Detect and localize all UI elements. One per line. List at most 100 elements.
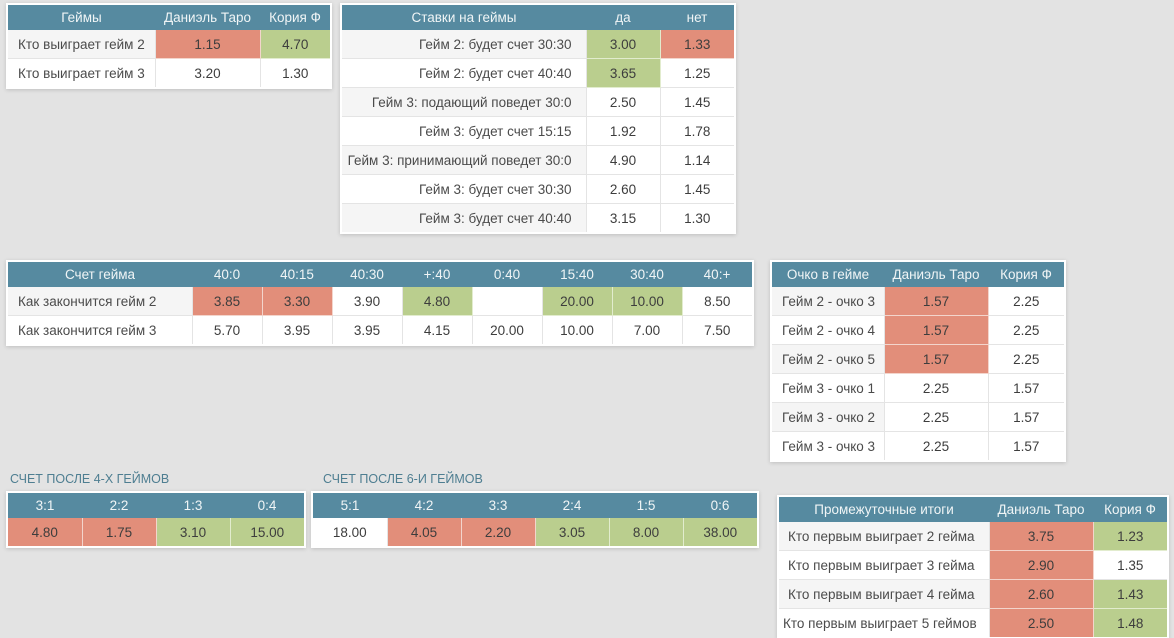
odds-cell[interactable]: 2.60 bbox=[989, 579, 1094, 609]
odds-cell[interactable]: 1.92 bbox=[586, 116, 661, 146]
odds-cell[interactable]: 2.25 bbox=[884, 402, 989, 432]
odds-cell[interactable]: 3.85 bbox=[192, 287, 263, 316]
market-label-cell: Гейм 2 - очко 3 bbox=[772, 287, 885, 316]
odds-cell[interactable]: 3.20 bbox=[155, 58, 261, 87]
odds-cell[interactable]: 1.45 bbox=[660, 174, 734, 204]
table-row: Как закончится гейм 3 5.70 3.95 3.95 4.15 20.… bbox=[8, 315, 752, 344]
table-row: Гейм 3 - очко 2 2.25 1.57 bbox=[772, 402, 1064, 432]
odds-cell[interactable]: 1.57 bbox=[988, 373, 1064, 403]
market-label-cell: Гейм 2: будет счет 40:40 bbox=[342, 58, 587, 88]
market-label-cell: Гейм 2 - очко 4 bbox=[772, 315, 885, 345]
odds-cell[interactable]: 18.00 bbox=[313, 518, 388, 546]
odds-cell[interactable]: 2.60 bbox=[586, 174, 661, 204]
odds-cell[interactable]: 1.30 bbox=[260, 58, 330, 87]
table-row: Гейм 3 - очко 3 2.25 1.57 bbox=[772, 431, 1064, 460]
market-label-cell: Гейм 3 - очко 1 bbox=[772, 373, 885, 403]
odds-cell[interactable]: 8.50 bbox=[682, 287, 752, 316]
odds-cell[interactable]: 2.20 bbox=[461, 518, 536, 546]
odds-cell[interactable]: 1.35 bbox=[1093, 550, 1167, 580]
odds-cell[interactable]: 7.00 bbox=[612, 315, 683, 344]
market-label-cell: Как закончится гейм 3 bbox=[8, 315, 193, 344]
odds-cell[interactable]: 4.80 bbox=[8, 518, 83, 546]
odds-cell[interactable]: 1.25 bbox=[660, 58, 734, 88]
header-row: 3:1 2:2 1:3 0:4 bbox=[8, 493, 304, 518]
odds-cell[interactable]: 15.00 bbox=[230, 518, 304, 546]
table-row: Гейм 3 - очко 1 2.25 1.57 bbox=[772, 373, 1064, 403]
odds-cell[interactable]: 4.05 bbox=[387, 518, 462, 546]
score-after-4-games-table: 3:1 2:2 1:3 0:4 4.80 1.75 3.10 15.00 bbox=[8, 493, 304, 546]
game-bets-table: Ставки на геймы да нет Гейм 2: будет счет 3… bbox=[342, 5, 734, 232]
odds-cell[interactable]: 1.23 bbox=[1093, 522, 1167, 551]
table-row: 4.80 1.75 3.10 15.00 bbox=[8, 518, 304, 546]
odds-cell[interactable]: 1.14 bbox=[660, 145, 734, 175]
odds-cell[interactable]: 3.65 bbox=[586, 58, 661, 88]
odds-cell[interactable]: 1.75 bbox=[82, 518, 157, 546]
odds-cell[interactable]: 3.00 bbox=[586, 30, 661, 59]
odds-cell[interactable]: 3.05 bbox=[535, 518, 610, 546]
odds-cell[interactable]: 2.25 bbox=[988, 287, 1064, 316]
odds-cell[interactable]: 10.00 bbox=[612, 287, 683, 316]
odds-cell[interactable]: 1.33 bbox=[660, 30, 734, 59]
table-row: Гейм 2: будет счет 40:40 3.65 1.25 bbox=[342, 58, 734, 88]
odds-cell[interactable]: 1.43 bbox=[1093, 579, 1167, 609]
market-label-cell: Кто первым выиграет 2 гейма bbox=[779, 522, 990, 551]
score-after-6-games-table: 5:1 4:2 3:3 2:4 1:5 0:6 18.00 4.05 2.20 3.05 8.00 3… bbox=[313, 493, 757, 546]
column-header: Кория Ф bbox=[1093, 497, 1167, 522]
column-header: 0:4 bbox=[230, 493, 304, 518]
odds-cell[interactable]: 4.15 bbox=[402, 315, 473, 344]
odds-cell[interactable]: 2.25 bbox=[884, 431, 989, 460]
column-header: 15:40 bbox=[542, 262, 612, 287]
table-row: Гейм 2: будет счет 30:30 3.00 1.33 bbox=[342, 30, 734, 59]
table-row: Гейм 3: будет счет 15:15 1.92 1.78 bbox=[342, 116, 734, 146]
odds-cell[interactable]: 20.00 bbox=[542, 287, 613, 316]
odds-cell[interactable]: 3.75 bbox=[989, 522, 1094, 551]
interim-results-table: Промежуточные итоги Даниэль Таро Кория Ф Кт… bbox=[779, 497, 1167, 637]
odds-cell[interactable]: 3.95 bbox=[332, 315, 403, 344]
point-in-game-table: Очко в гейме Даниэль Таро Кория Ф Гейм 2 - … bbox=[772, 262, 1064, 460]
odds-cell[interactable]: 2.25 bbox=[988, 344, 1064, 374]
table-row: Кто первым выиграет 4 гейма 2.60 1.43 bbox=[779, 579, 1167, 609]
odds-cell[interactable]: 3.30 bbox=[262, 287, 333, 316]
odds-cell[interactable]: 2.25 bbox=[988, 315, 1064, 345]
header-row: Очко в гейме Даниэль Таро Кория Ф bbox=[772, 262, 1064, 287]
odds-cell[interactable]: 2.50 bbox=[586, 87, 661, 117]
odds-cell[interactable]: 1.57 bbox=[988, 402, 1064, 432]
odds-cell[interactable]: 1.30 bbox=[660, 203, 734, 232]
market-label-cell: Кто выиграет гейм 2 bbox=[8, 30, 156, 59]
header-row: Геймы Даниэль Таро Кория Ф bbox=[8, 5, 330, 30]
column-header: Даниэль Таро bbox=[884, 262, 988, 287]
odds-cell[interactable]: 38.00 bbox=[683, 518, 757, 546]
market-label-cell: Гейм 3 - очко 3 bbox=[772, 431, 885, 460]
odds-cell[interactable]: 1.48 bbox=[1093, 608, 1167, 637]
odds-cell[interactable]: 1.57 bbox=[884, 344, 989, 374]
odds-cell[interactable]: 4.90 bbox=[586, 145, 661, 175]
odds-cell[interactable]: 1.57 bbox=[884, 287, 989, 316]
odds-cell[interactable]: 20.00 bbox=[472, 315, 543, 344]
odds-cell[interactable]: 5.70 bbox=[192, 315, 263, 344]
odds-cell[interactable]: 3.10 bbox=[156, 518, 231, 546]
table-title-cell: Промежуточные итоги bbox=[779, 497, 989, 522]
odds-cell[interactable]: 3.95 bbox=[262, 315, 333, 344]
odds-cell[interactable]: 2.50 bbox=[989, 608, 1094, 637]
odds-cell[interactable]: 7.50 bbox=[682, 315, 752, 344]
odds-cell[interactable]: 3.90 bbox=[332, 287, 403, 316]
odds-cell[interactable]: 2.25 bbox=[884, 373, 989, 403]
odds-cell[interactable]: 10.00 bbox=[542, 315, 613, 344]
odds-cell[interactable]: 1.57 bbox=[988, 431, 1064, 460]
odds-cell[interactable]: 8.00 bbox=[609, 518, 684, 546]
odds-cell[interactable]: 1.15 bbox=[155, 30, 261, 59]
odds-cell[interactable]: 4.80 bbox=[402, 287, 473, 316]
table-row: Гейм 3: будет счет 40:40 3.15 1.30 bbox=[342, 203, 734, 232]
odds-cell[interactable]: 1.45 bbox=[660, 87, 734, 117]
column-header: 40:15 bbox=[262, 262, 332, 287]
odds-cell[interactable]: 3.15 bbox=[586, 203, 661, 232]
column-header: 4:2 bbox=[387, 493, 461, 518]
table-row: Гейм 2 - очко 4 1.57 2.25 bbox=[772, 315, 1064, 345]
header-row: Промежуточные итоги Даниэль Таро Кория Ф bbox=[779, 497, 1167, 522]
odds-cell[interactable]: 2.90 bbox=[989, 550, 1094, 580]
header-row: 5:1 4:2 3:3 2:4 1:5 0:6 bbox=[313, 493, 757, 518]
odds-cell[interactable]: 1.78 bbox=[660, 116, 734, 146]
column-header: 3:3 bbox=[461, 493, 535, 518]
odds-cell[interactable]: 4.70 bbox=[260, 30, 330, 59]
odds-cell[interactable]: 1.57 bbox=[884, 315, 989, 345]
